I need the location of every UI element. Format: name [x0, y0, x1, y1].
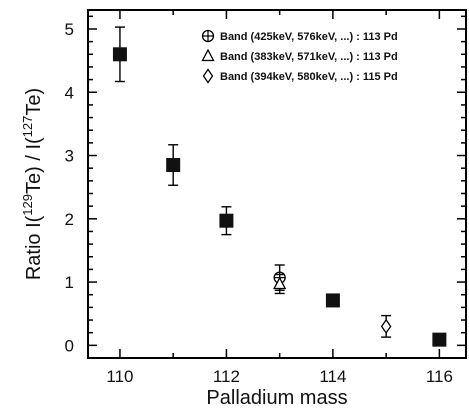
- x-axis-title: Palladium mass: [206, 387, 347, 409]
- legend-label: Band (383keV, 571keV, ...) : 113 Pd: [220, 51, 398, 63]
- y-tick-label: 0: [65, 336, 74, 355]
- y-tick-label: 2: [65, 210, 74, 229]
- tick-labels: 110 112 114 116 0 1 2 3 4 5: [65, 20, 453, 386]
- x-tick-label: 114: [319, 367, 346, 386]
- legend-label: Band (394keV, 580keV, ...) : 115 Pd: [220, 71, 398, 83]
- y-tick-label: 3: [65, 147, 74, 166]
- y-tick-label: 1: [65, 273, 74, 292]
- y-axis-title: Ratio I(129Te) / I(127Te): [20, 88, 45, 280]
- x-tick-label: 116: [426, 367, 453, 386]
- plot-frame: [87, 9, 467, 359]
- legend-label: Band (425keV, 576keV, ...) : 113 Pd: [220, 31, 398, 43]
- y-tick-label: 5: [65, 20, 74, 39]
- data-point-diamond: [380, 318, 392, 335]
- data-point-filled-square: [432, 332, 447, 347]
- data-points: [112, 26, 447, 347]
- x-tick-label: 110: [106, 367, 133, 386]
- y-tick-label: 4: [65, 83, 74, 102]
- data-point-triangle: [273, 276, 287, 290]
- data-point-filled-square: [112, 47, 127, 62]
- data-point-filled-square: [219, 213, 234, 228]
- legend-marker-triangle: [201, 48, 215, 62]
- legend: Band (425keV, 576keV, ...) : 113 Pd Band …: [201, 29, 398, 84]
- axis-ticks: [88, 10, 466, 358]
- data-point-filled-square: [166, 158, 181, 173]
- data-point-filled-square: [325, 293, 340, 308]
- legend-marker-circle-plus: [201, 29, 215, 43]
- x-tick-label: 112: [213, 367, 240, 386]
- legend-marker-diamond: [202, 68, 214, 84]
